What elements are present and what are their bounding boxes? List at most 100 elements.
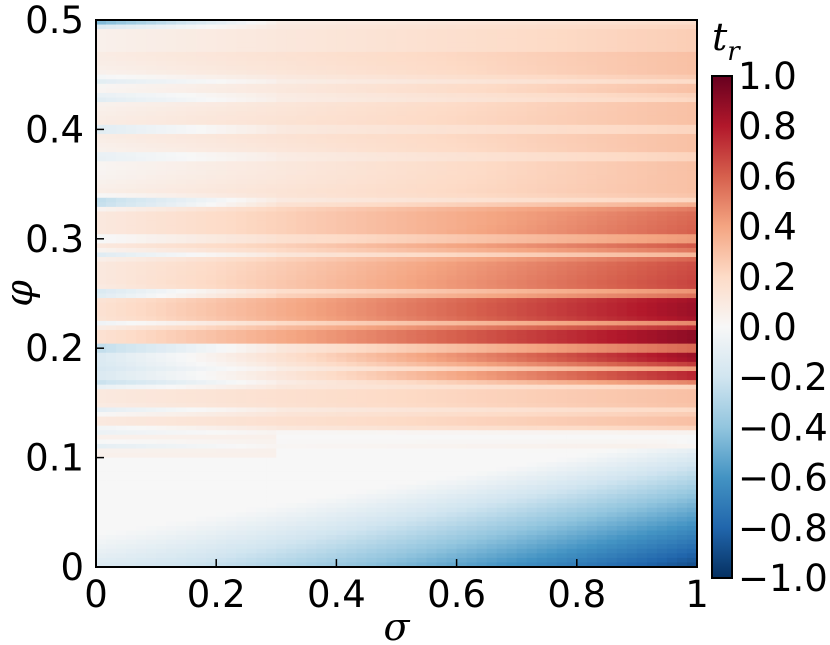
heatmap-cell <box>636 384 648 390</box>
heatmap-cell <box>646 270 658 276</box>
heatmap-cell <box>96 375 107 381</box>
heatmap-cell <box>326 275 337 281</box>
heatmap-cell <box>576 298 588 304</box>
heatmap-cell <box>516 24 528 30</box>
heatmap-cell <box>266 61 277 67</box>
heatmap-cell <box>196 329 207 336</box>
heatmap-cell <box>566 247 578 254</box>
heatmap-cell <box>116 115 127 121</box>
heatmap-cell <box>306 20 317 26</box>
heatmap-cell <box>626 161 638 167</box>
heatmap-cell <box>536 393 548 399</box>
heatmap-cell <box>406 24 418 30</box>
heatmap-cell <box>576 188 588 194</box>
heatmap-cell <box>416 193 428 199</box>
heatmap-cell <box>596 33 608 39</box>
heatmap-cell <box>296 61 307 67</box>
heatmap-cell <box>476 393 488 399</box>
heatmap-cell <box>306 179 317 185</box>
heatmap-cell <box>316 197 327 203</box>
heatmap-cell <box>196 156 207 162</box>
heatmap-cell <box>566 92 578 99</box>
heatmap-cell <box>536 311 548 317</box>
heatmap-cell <box>606 257 618 263</box>
heatmap-cell <box>586 311 598 317</box>
heatmap-cell <box>656 266 668 272</box>
heatmap-cell <box>636 184 648 190</box>
heatmap-cell <box>496 51 508 58</box>
heatmap-cell <box>366 102 378 108</box>
heatmap-cell <box>376 302 388 308</box>
heatmap-cell <box>136 298 147 304</box>
heatmap-cell <box>416 380 428 386</box>
heatmap-cell <box>516 143 528 149</box>
heatmap-cell <box>586 329 598 336</box>
heatmap-cell <box>356 74 368 80</box>
heatmap-cell <box>666 234 678 240</box>
heatmap-cell <box>556 174 568 181</box>
heatmap-cell <box>176 33 187 39</box>
heatmap-cell <box>336 393 348 399</box>
heatmap-cell <box>656 92 668 99</box>
heatmap-cell <box>636 102 648 108</box>
heatmap-cell <box>126 298 137 304</box>
heatmap-cell <box>536 156 548 162</box>
heatmap-cell <box>346 38 358 44</box>
heatmap-cell <box>346 161 358 167</box>
heatmap-cell <box>256 298 267 304</box>
heatmap-cell <box>346 279 358 285</box>
heatmap-cell <box>596 193 608 199</box>
heatmap-cell <box>686 79 698 85</box>
heatmap-cell <box>456 247 468 254</box>
heatmap-cell <box>396 170 408 176</box>
heatmap-cell <box>396 257 408 263</box>
heatmap-cell <box>206 311 217 317</box>
heatmap-cell <box>646 334 658 340</box>
heatmap-cell <box>526 124 538 130</box>
heatmap-cell <box>676 211 688 217</box>
heatmap-cell <box>576 266 588 272</box>
heatmap-cell <box>416 339 428 345</box>
heatmap-cell <box>666 83 678 89</box>
heatmap-cell <box>456 229 468 235</box>
heatmap-cell <box>586 234 598 240</box>
heatmap-cell <box>646 211 658 217</box>
heatmap-cell <box>356 361 368 368</box>
heatmap-cell <box>626 261 638 267</box>
heatmap-cell <box>556 352 568 358</box>
heatmap-cell <box>496 389 508 395</box>
heatmap-cell <box>436 152 448 158</box>
heatmap-cell <box>566 211 578 217</box>
heatmap-cell <box>546 293 558 299</box>
heatmap-cell <box>516 238 528 244</box>
heatmap-cell <box>186 33 197 39</box>
heatmap-cell <box>326 302 337 308</box>
heatmap-cell <box>436 384 448 390</box>
heatmap-cell <box>286 115 297 121</box>
heatmap-cell <box>136 174 147 181</box>
heatmap-cell <box>376 33 388 39</box>
heatmap-cell <box>566 307 578 313</box>
heatmap-cell <box>206 329 217 336</box>
heatmap-cell <box>476 120 488 126</box>
heatmap-cell <box>236 352 247 358</box>
heatmap-cell <box>356 229 368 235</box>
heatmap-cell <box>676 156 688 162</box>
heatmap-cell <box>106 380 117 386</box>
heatmap-cell <box>516 348 528 354</box>
heatmap-cell <box>166 20 177 26</box>
heatmap-cell <box>156 202 167 208</box>
heatmap-cell <box>586 120 598 126</box>
heatmap-cell <box>186 229 197 235</box>
heatmap-cell <box>626 225 638 231</box>
heatmap-cell <box>316 361 327 368</box>
heatmap-cell <box>316 206 327 213</box>
heatmap-cell <box>616 24 628 30</box>
heatmap-cell <box>666 38 678 44</box>
heatmap-cell <box>556 133 568 140</box>
heatmap-cell <box>546 311 558 317</box>
heatmap-cell <box>476 70 488 76</box>
heatmap-cell <box>206 389 217 395</box>
heatmap-cell <box>476 102 488 108</box>
heatmap-cell <box>486 65 498 71</box>
